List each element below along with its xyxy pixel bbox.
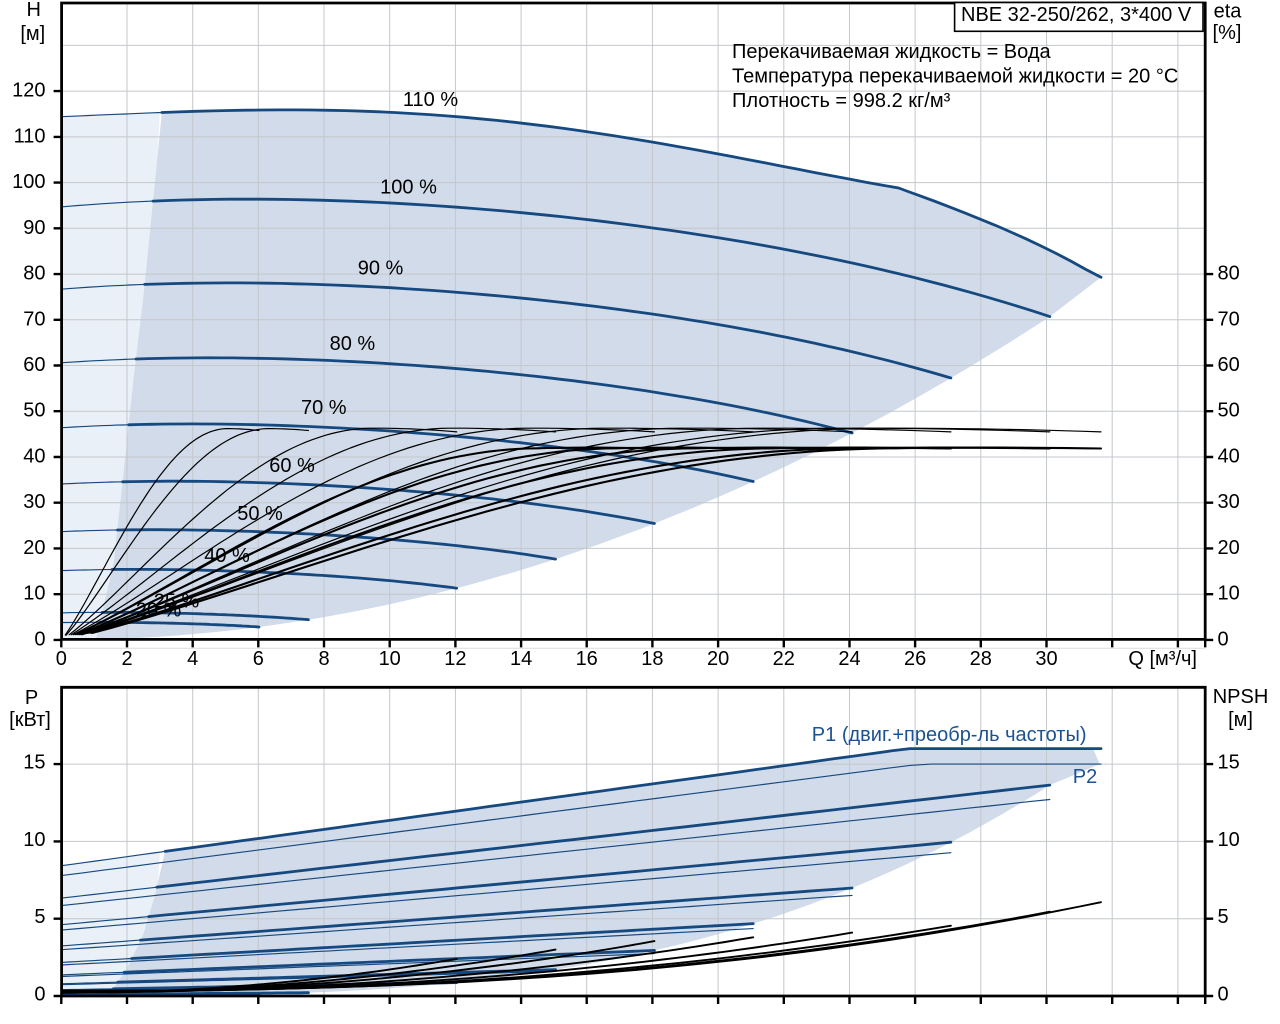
svg-text:20: 20 (1218, 537, 1240, 559)
svg-text:14: 14 (510, 648, 532, 670)
svg-text:25 %: 25 % (154, 591, 200, 613)
svg-text:0: 0 (34, 984, 45, 1006)
svg-text:100: 100 (12, 171, 45, 193)
svg-text:50: 50 (23, 400, 45, 422)
svg-text:Перекачиваемая жидкость = Вода: Перекачиваемая жидкость = Вода (732, 41, 1052, 63)
svg-text:60: 60 (23, 354, 45, 376)
svg-text:10: 10 (1218, 829, 1240, 851)
svg-text:110 %: 110 % (403, 89, 458, 111)
svg-text:120: 120 (12, 80, 45, 102)
svg-text:16: 16 (576, 648, 598, 670)
svg-text:80: 80 (23, 263, 45, 285)
svg-text:10: 10 (379, 648, 401, 670)
svg-text:NBE 32-250/262, 3*400 V: NBE 32-250/262, 3*400 V (961, 4, 1192, 26)
svg-text:70: 70 (1218, 308, 1240, 330)
svg-text:[%]: [%] (1213, 22, 1242, 44)
svg-text:5: 5 (34, 906, 45, 928)
svg-text:40: 40 (1218, 446, 1240, 468)
svg-text:[м]: [м] (1228, 709, 1253, 731)
svg-text:P1 (двиг.+преобр-ль частоты): P1 (двиг.+преобр-ль частоты) (812, 724, 1087, 746)
svg-text:90: 90 (23, 217, 45, 239)
svg-text:22: 22 (773, 648, 795, 670)
svg-text:P: P (25, 687, 38, 709)
svg-text:18: 18 (641, 648, 663, 670)
svg-text:15: 15 (23, 752, 45, 774)
svg-text:70 %: 70 % (301, 397, 347, 419)
svg-text:30: 30 (1035, 648, 1057, 670)
svg-text:50 %: 50 % (237, 503, 283, 525)
svg-text:80: 80 (1218, 263, 1240, 285)
svg-text:100 %: 100 % (380, 177, 437, 199)
svg-text:6: 6 (253, 648, 264, 670)
svg-text:26: 26 (904, 648, 926, 670)
svg-text:0: 0 (34, 628, 45, 650)
svg-text:10: 10 (1218, 583, 1240, 605)
svg-text:60 %: 60 % (269, 455, 315, 477)
svg-text:50: 50 (1218, 400, 1240, 422)
svg-text:15: 15 (1218, 752, 1240, 774)
svg-text:20 %: 20 % (136, 600, 182, 622)
svg-text:4: 4 (187, 648, 198, 670)
svg-text:0: 0 (1218, 984, 1229, 1006)
svg-text:90 %: 90 % (358, 258, 404, 280)
svg-text:12: 12 (444, 648, 466, 670)
svg-text:28: 28 (970, 648, 992, 670)
svg-text:40 %: 40 % (204, 545, 250, 567)
svg-text:24: 24 (838, 648, 860, 670)
svg-text:80 %: 80 % (330, 333, 376, 355)
svg-text:H: H (26, 0, 40, 21)
svg-text:2: 2 (121, 648, 132, 670)
svg-text:30: 30 (23, 491, 45, 513)
svg-text:20: 20 (707, 648, 729, 670)
svg-text:10: 10 (23, 829, 45, 851)
svg-text:0: 0 (56, 648, 67, 670)
svg-text:10: 10 (23, 583, 45, 605)
svg-text:40: 40 (23, 446, 45, 468)
svg-text:NPSH: NPSH (1213, 686, 1269, 708)
svg-text:8: 8 (318, 648, 329, 670)
svg-text:[кВт]: [кВт] (9, 709, 51, 731)
svg-text:P2: P2 (1073, 766, 1097, 788)
svg-text:Q [м³/ч]: Q [м³/ч] (1128, 648, 1197, 670)
svg-text:30: 30 (1218, 491, 1240, 513)
svg-text:[м]: [м] (20, 23, 45, 45)
svg-text:5: 5 (1218, 906, 1229, 928)
svg-text:70: 70 (23, 308, 45, 330)
svg-text:Температура перекачиваемой жид: Температура перекачиваемой жидкости = 20… (732, 66, 1178, 88)
svg-text:Плотность = 998.2 кг/м³: Плотность = 998.2 кг/м³ (732, 90, 951, 112)
svg-text:0: 0 (1218, 628, 1229, 650)
svg-text:110: 110 (14, 125, 46, 147)
svg-text:20: 20 (23, 537, 45, 559)
svg-text:eta: eta (1214, 0, 1243, 22)
svg-text:60: 60 (1218, 354, 1240, 376)
